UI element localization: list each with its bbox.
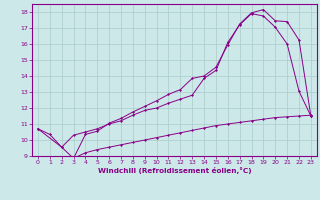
- X-axis label: Windchill (Refroidissement éolien,°C): Windchill (Refroidissement éolien,°C): [98, 167, 251, 174]
